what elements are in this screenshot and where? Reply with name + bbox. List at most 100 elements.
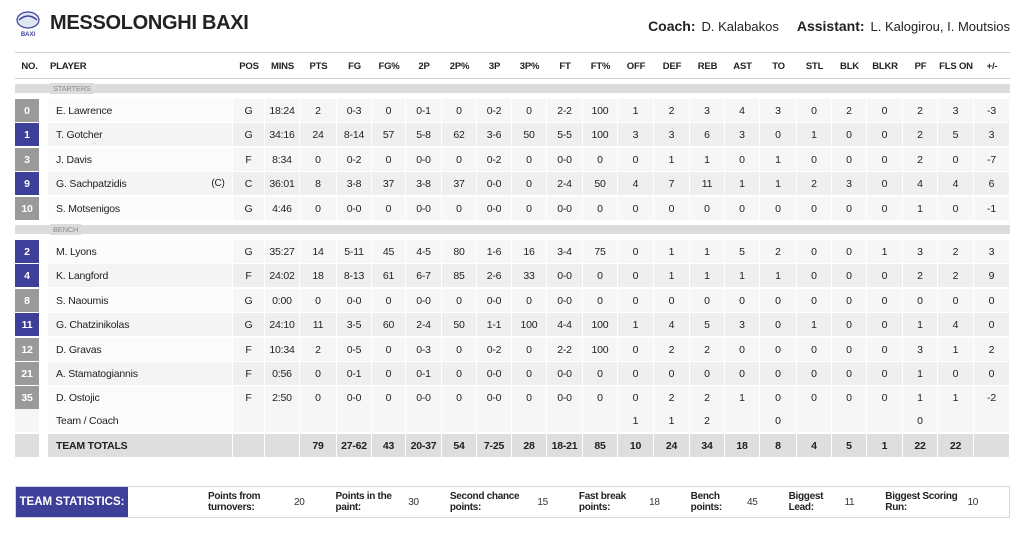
stat-cell: 0 (797, 289, 832, 312)
stat-cell: 85 (583, 434, 618, 457)
stat-cell: 2 (903, 264, 938, 287)
player-number: 4 (15, 264, 40, 287)
player-name: A. Stamatogiannis (48, 362, 233, 385)
empty-cell (512, 409, 547, 432)
stat-cell: 0 (512, 148, 547, 171)
stat-cell: 57 (372, 123, 406, 146)
stat-cell: 0 (442, 386, 477, 409)
empty-cell (265, 409, 300, 432)
stat-cell: 0 (760, 123, 797, 146)
stat-cell: 0-1 (337, 362, 372, 385)
column-header: 2P (418, 60, 430, 72)
stat-cell: 2 (654, 99, 690, 122)
stat-cell: 0 (832, 264, 867, 287)
stat-cell: 0-0 (547, 148, 583, 171)
stat-cell: 0 (512, 338, 547, 361)
stat-cell: 0-3 (406, 338, 442, 361)
stat-cell: -7 (974, 148, 1010, 171)
stat-cell: 0 (832, 313, 867, 336)
stat-cell: 14 (300, 240, 337, 263)
stat-cell: 43 (372, 434, 406, 457)
stat-cell: 0 (760, 338, 797, 361)
stat-cell: 5-11 (337, 240, 372, 263)
stat-cell: 0 (442, 99, 477, 122)
stat-cell: 0 (725, 362, 760, 385)
assistant-label: Assistant: (796, 18, 865, 34)
stat-cell: 3 (760, 99, 797, 122)
stat-cell: 3-5 (337, 313, 372, 336)
player-name: T. Gotcher (48, 123, 233, 146)
stat-cell: 0 (867, 338, 903, 361)
stat-cell: 3 (974, 123, 1010, 146)
stat-cell: 1 (654, 409, 690, 432)
stat-cell: 100 (583, 99, 618, 122)
player-number: 3 (15, 148, 40, 171)
stat-cell: 22 (938, 434, 974, 457)
stat-cell: 0 (372, 289, 406, 312)
stat-cell: 0 (867, 172, 903, 195)
stat-cell: 8-14 (337, 123, 372, 146)
stat-cell: 1 (618, 99, 654, 122)
player-number: 11 (15, 313, 40, 336)
stat-cell: 1-1 (477, 313, 512, 336)
stat-cell: 0 (797, 240, 832, 263)
stat-cell: 1 (654, 148, 690, 171)
stat-cell: 0 (938, 362, 974, 385)
stat-cell: F (233, 362, 265, 385)
stat-cell: 0 (372, 362, 406, 385)
stat-cell: 0 (867, 148, 903, 171)
stat-cell: 3-8 (406, 172, 442, 195)
empty-cell (15, 409, 40, 432)
stat-cell: 1-6 (477, 240, 512, 263)
stat-cell: 0 (442, 197, 477, 220)
stat-cell: 0 (797, 386, 832, 409)
stat-cell: 1 (760, 264, 797, 287)
stat-cell: 0 (867, 197, 903, 220)
stat-cell: 0 (442, 362, 477, 385)
stat-label: Points from turnovers: (208, 491, 261, 513)
stat-cell: 100 (512, 313, 547, 336)
stat-cell: 2 (690, 409, 725, 432)
column-header: MINS (271, 60, 294, 72)
stat-cell: 79 (300, 434, 337, 457)
stat-cell: 0 (797, 197, 832, 220)
stat-cell: 0 (442, 289, 477, 312)
stat-cell: 4 (938, 313, 974, 336)
stat-cell: 1 (690, 240, 725, 263)
stat-cell: 3-4 (547, 240, 583, 263)
player-name: D. Gravas (48, 338, 233, 361)
stat-cell: 10:34 (265, 338, 300, 361)
stat-cell: 4-4 (547, 313, 583, 336)
logo-graphic: BAXI (16, 11, 40, 38)
empty-cell (583, 409, 618, 432)
stat-cell: 1 (903, 386, 938, 409)
stat-cell: 0 (372, 99, 406, 122)
stat-cell: 8 (300, 172, 337, 195)
stat-cell: G (233, 197, 265, 220)
stat-value: 15 (537, 496, 548, 508)
stat-cell: 9 (974, 264, 1010, 287)
stat-cell: 1 (903, 197, 938, 220)
stat-cell: 0:00 (265, 289, 300, 312)
column-header: PTS (309, 60, 328, 72)
stat-cell: C (233, 172, 265, 195)
stat-cell: 75 (583, 240, 618, 263)
stat-cell: 45 (372, 240, 406, 263)
player-name: S. Motsenigos (48, 197, 233, 220)
stat-value: 30 (408, 496, 419, 508)
stat-cell: 0 (583, 289, 618, 312)
column-header: REB (697, 60, 718, 72)
stat-cell: 0 (832, 197, 867, 220)
stat-cell: 0 (583, 386, 618, 409)
stat-cell: 8-13 (337, 264, 372, 287)
stat-cell: 18:24 (265, 99, 300, 122)
stat-cell: 1 (903, 362, 938, 385)
empty-cell (442, 409, 477, 432)
column-header: FT (559, 60, 571, 72)
stat-label: Points in the paint: (335, 491, 392, 513)
stat-cell: 0 (690, 362, 725, 385)
stat-cell: 0 (938, 197, 974, 220)
empty-cell (867, 409, 903, 432)
stat-cell: 1 (725, 264, 760, 287)
stat-cell: 0 (725, 197, 760, 220)
